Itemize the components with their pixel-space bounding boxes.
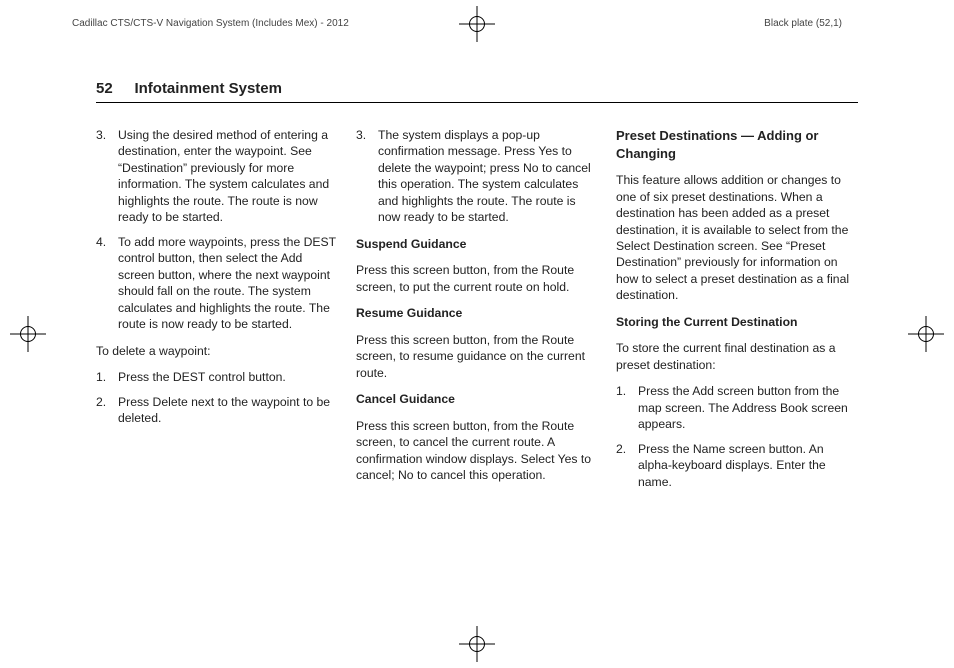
col3-store-step-1: Press the Add screen button from the map… xyxy=(616,383,856,432)
col1-step-3: Using the desired method of entering a d… xyxy=(96,127,336,226)
chapter-title: Infotainment System xyxy=(134,80,282,97)
registration-mark-left xyxy=(10,316,46,352)
column-2: The system displays a pop-up confirmatio… xyxy=(356,127,596,500)
registration-mark-bottom xyxy=(459,626,495,662)
col1-delete-intro: To delete a waypoint: xyxy=(96,343,336,359)
column-1: Using the desired method of entering a d… xyxy=(96,127,336,500)
header-right: Black plate (52,1) xyxy=(764,18,842,29)
page-header: 52 Infotainment System xyxy=(96,80,858,103)
text-suspend-guidance: Press this screen button, from the Route… xyxy=(356,262,596,295)
header-left: Cadillac CTS/CTS-V Navigation System (In… xyxy=(72,18,349,29)
registration-mark-right xyxy=(908,316,944,352)
page-content: 52 Infotainment System Using the desired… xyxy=(96,80,858,500)
text-resume-guidance: Press this screen button, from the Route… xyxy=(356,332,596,381)
heading-storing-destination: Storing the Current Destination xyxy=(616,314,856,330)
section-heading-preset: Preset Destinations — Adding or Changing xyxy=(616,127,856,162)
text-storing-intro: To store the current final destination a… xyxy=(616,340,856,373)
col2-step-3: The system displays a pop-up confirmatio… xyxy=(356,127,596,226)
page-number: 52 xyxy=(96,80,130,97)
registration-mark-top xyxy=(459,6,495,42)
col1-delete-step-1: Press the DEST control button. xyxy=(96,369,336,385)
text-preset-intro: This feature allows addition or changes … xyxy=(616,172,856,304)
column-3: Preset Destinations — Adding or Changing… xyxy=(616,127,856,500)
text-cancel-guidance: Press this screen button, from the Route… xyxy=(356,418,596,484)
heading-cancel-guidance: Cancel Guidance xyxy=(356,391,596,407)
heading-suspend-guidance: Suspend Guidance xyxy=(356,236,596,252)
col1-step-4: To add more waypoints, press the DEST co… xyxy=(96,234,336,333)
col3-store-step-2: Press the Name screen button. An alpha-k… xyxy=(616,441,856,490)
col1-delete-step-2: Press Delete next to the waypoint to be … xyxy=(96,394,336,427)
heading-resume-guidance: Resume Guidance xyxy=(356,305,596,321)
